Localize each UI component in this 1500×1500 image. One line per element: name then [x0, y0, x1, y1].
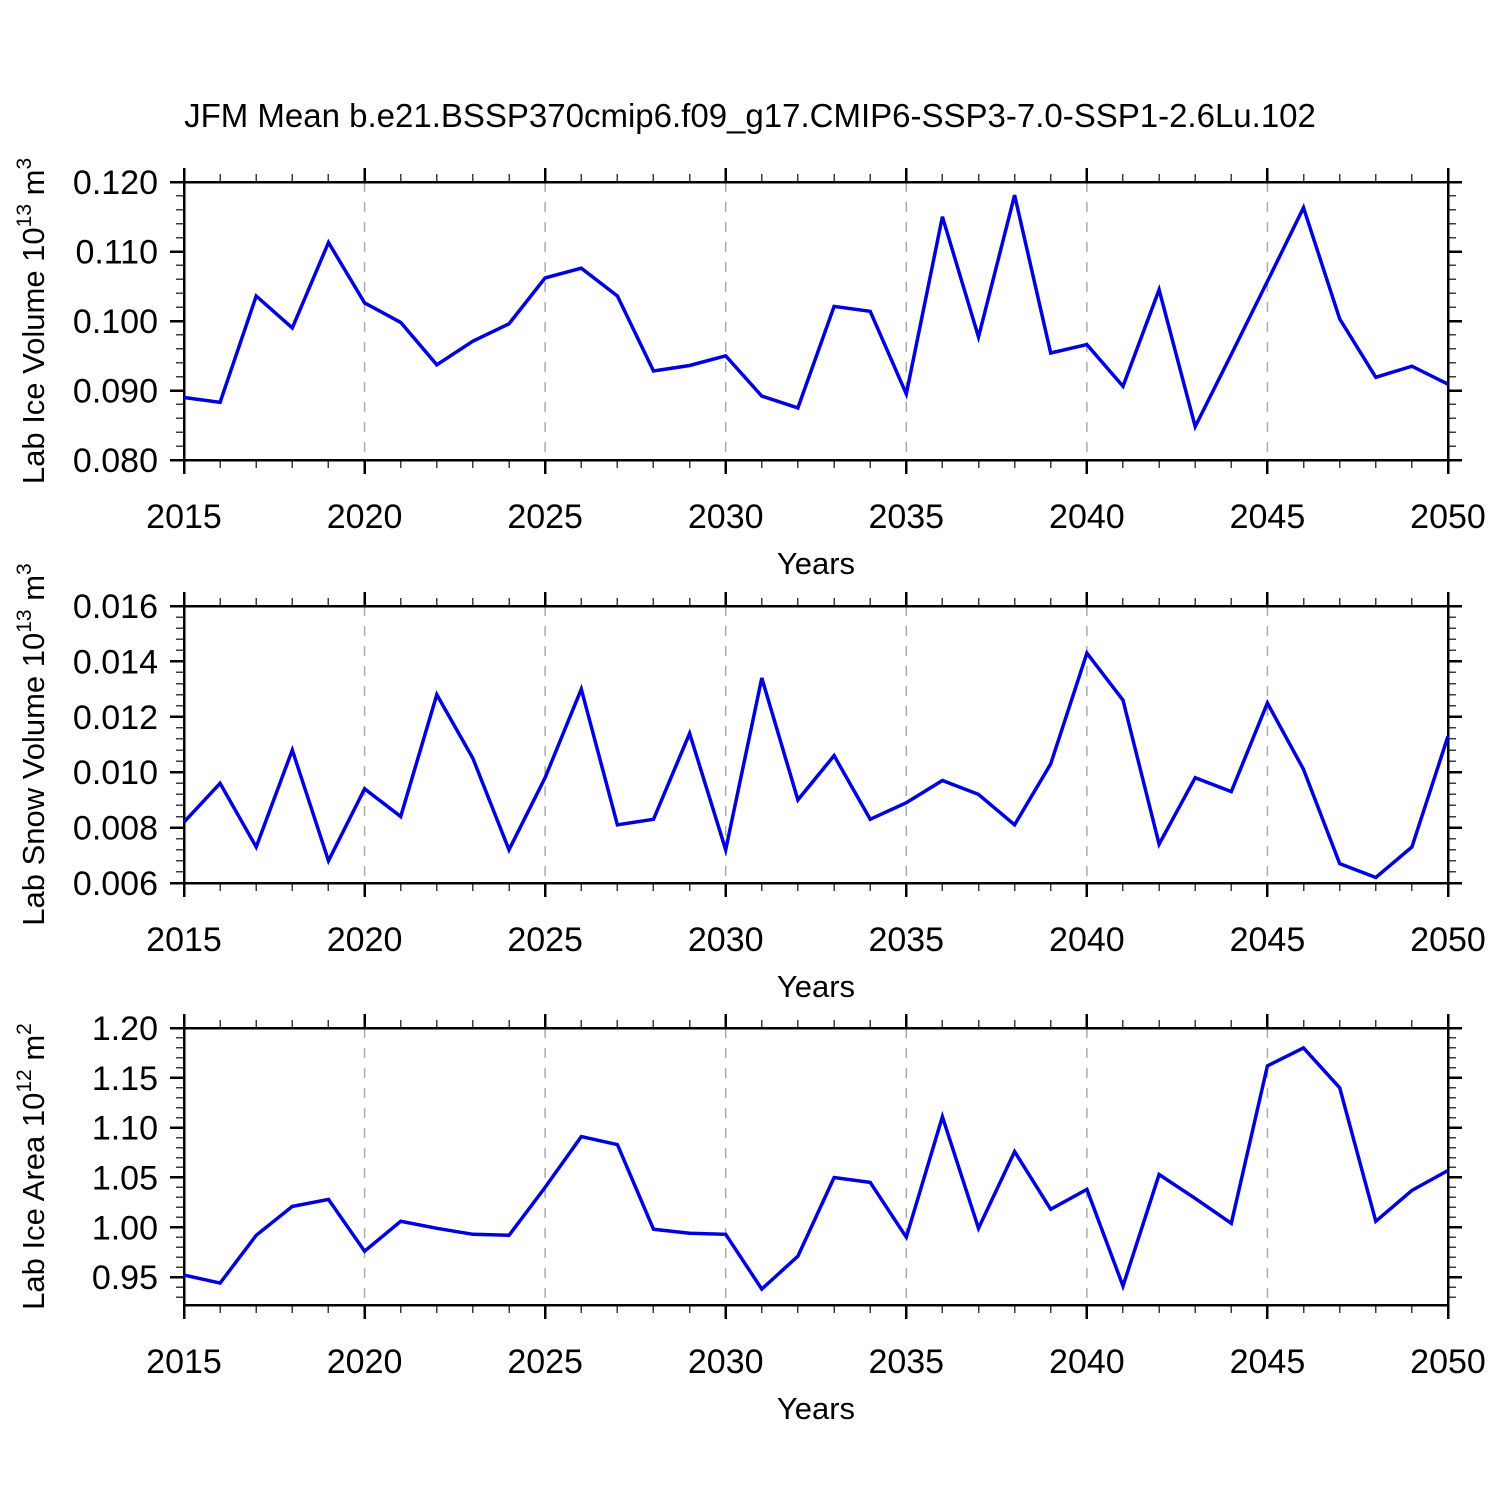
x-ticks — [182, 168, 1450, 474]
x-tick-label-2030: 2030 — [688, 921, 764, 959]
y-tick-label-0.014: 0.014 — [73, 643, 158, 681]
x-tick-label-2015: 2015 — [146, 498, 222, 536]
y-tick-label-0.010: 0.010 — [73, 754, 158, 792]
x-tick-label-2035: 2035 — [868, 498, 944, 536]
y-tick-label-0.100: 0.100 — [73, 303, 158, 341]
panel-lab-ice-area: 2015 2020 2025 2030 2035 2040 2045 2050 Years 1.2… — [13, 1010, 1486, 1426]
x-tick-label-2020: 2020 — [327, 498, 403, 536]
x-axis-title: Years — [777, 546, 855, 581]
x-tick-label-2050: 2050 — [1410, 1343, 1486, 1381]
x-tick-label-2035: 2035 — [868, 921, 944, 959]
grid-lines — [363, 1028, 1269, 1305]
x-tick-label-2040: 2040 — [1049, 921, 1125, 959]
lab-ice-volume-line — [183, 194, 1449, 432]
x-tick-label-2020: 2020 — [327, 1343, 403, 1381]
y-tick-label-1.05: 1.05 — [92, 1159, 158, 1197]
x-tick-label-2045: 2045 — [1230, 921, 1306, 959]
plot-frame — [182, 180, 1450, 462]
plot-frame — [182, 604, 1450, 885]
y-tick-label-0.110: 0.110 — [75, 234, 158, 272]
lab-snow-volume-line — [182, 649, 1450, 880]
y-tick-label-0.006: 0.006 — [73, 865, 158, 903]
y-ticks — [170, 180, 1462, 462]
chart-title: JFM Mean b.e21.BSSP370cmip6.f09_g17.CMIP… — [184, 97, 1316, 134]
x-ticks — [182, 1014, 1450, 1319]
y-tick-label-0.016: 0.016 — [73, 588, 158, 626]
grid-lines — [363, 182, 1269, 460]
lab-ice-area-line — [183, 1045, 1449, 1292]
x-tick-label-2045: 2045 — [1230, 1343, 1306, 1381]
grid-lines — [363, 606, 1269, 883]
x-tick-label-2015: 2015 — [146, 921, 222, 959]
x-tick-label-2025: 2025 — [507, 498, 583, 536]
x-ticks — [182, 592, 1450, 897]
y-tick-label-0.090: 0.090 — [73, 373, 158, 411]
panel-lab-snow-volume: 2015 2020 2025 2030 2035 2040 2045 2050 Years 0.0… — [13, 563, 1486, 1004]
y-tick-label-0.012: 0.012 — [73, 699, 158, 737]
x-tick-label-2050: 2050 — [1410, 498, 1486, 536]
y-tick-label-1.10: 1.10 — [92, 1110, 158, 1148]
x-tick-label-2020: 2020 — [327, 921, 403, 959]
y-tick-label-1.20: 1.20 — [92, 1010, 158, 1048]
y-axis-title: Lab Snow Volume 1013 m3 — [13, 563, 51, 925]
y-tick-label-0.080: 0.080 — [73, 442, 158, 480]
x-axis-title: Years — [777, 1391, 855, 1426]
y-tick-label-0.008: 0.008 — [73, 810, 158, 848]
y-tick-label-0.120: 0.120 — [73, 164, 158, 202]
x-axis-title: Years — [777, 969, 855, 1004]
x-tick-label-2040: 2040 — [1049, 498, 1125, 536]
y-axis-title: Lab Ice Volume 1013 m3 — [13, 158, 51, 484]
x-tick-label-2015: 2015 — [146, 1343, 222, 1381]
panels: 2015 2020 2025 2030 2035 2040 2045 2050 Years 0.1… — [13, 158, 1486, 1426]
x-tick-label-2030: 2030 — [688, 1343, 764, 1381]
y-ticks — [170, 604, 1462, 885]
x-tick-label-2030: 2030 — [688, 498, 764, 536]
x-tick-label-2040: 2040 — [1049, 1343, 1125, 1381]
x-tick-label-2035: 2035 — [868, 1343, 944, 1381]
y-tick-label-0.95: 0.95 — [92, 1259, 158, 1297]
y-axis-title: Lab Ice Area 1012 m2 — [13, 1023, 51, 1310]
x-tick-label-2050: 2050 — [1410, 921, 1486, 959]
x-tick-label-2045: 2045 — [1230, 498, 1306, 536]
y-ticks — [170, 1026, 1462, 1298]
panel-lab-ice-volume: 2015 2020 2025 2030 2035 2040 2045 2050 Years 0.1… — [13, 158, 1486, 581]
plot-frame — [182, 1026, 1450, 1307]
y-tick-label-1.15: 1.15 — [92, 1060, 158, 1098]
x-tick-label-2025: 2025 — [507, 921, 583, 959]
y-tick-label-1.00: 1.00 — [92, 1209, 158, 1247]
x-tick-label-2025: 2025 — [507, 1343, 583, 1381]
